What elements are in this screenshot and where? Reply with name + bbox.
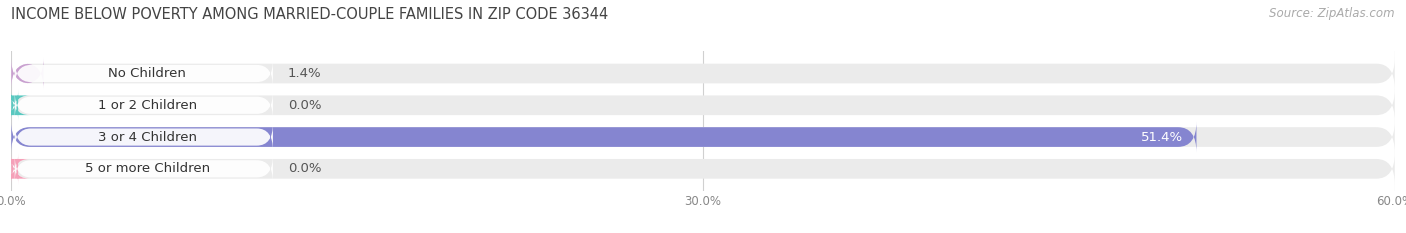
FancyBboxPatch shape bbox=[14, 155, 273, 182]
Text: Source: ZipAtlas.com: Source: ZipAtlas.com bbox=[1270, 7, 1395, 20]
FancyBboxPatch shape bbox=[11, 121, 1197, 153]
FancyBboxPatch shape bbox=[11, 58, 44, 89]
Text: 51.4%: 51.4% bbox=[1140, 130, 1182, 144]
Text: 0.0%: 0.0% bbox=[288, 162, 322, 175]
FancyBboxPatch shape bbox=[11, 121, 1395, 153]
Text: 0.0%: 0.0% bbox=[288, 99, 322, 112]
Text: INCOME BELOW POVERTY AMONG MARRIED-COUPLE FAMILIES IN ZIP CODE 36344: INCOME BELOW POVERTY AMONG MARRIED-COUPL… bbox=[11, 7, 609, 22]
FancyBboxPatch shape bbox=[11, 58, 1395, 89]
FancyBboxPatch shape bbox=[14, 123, 273, 151]
FancyBboxPatch shape bbox=[11, 153, 1395, 184]
Text: 1 or 2 Children: 1 or 2 Children bbox=[98, 99, 197, 112]
Text: 1.4%: 1.4% bbox=[288, 67, 322, 80]
Text: No Children: No Children bbox=[108, 67, 186, 80]
FancyBboxPatch shape bbox=[14, 92, 273, 119]
FancyBboxPatch shape bbox=[11, 90, 1395, 121]
FancyBboxPatch shape bbox=[14, 60, 273, 87]
FancyBboxPatch shape bbox=[0, 90, 30, 121]
Text: 3 or 4 Children: 3 or 4 Children bbox=[98, 130, 197, 144]
FancyBboxPatch shape bbox=[0, 153, 30, 184]
Text: 5 or more Children: 5 or more Children bbox=[84, 162, 209, 175]
